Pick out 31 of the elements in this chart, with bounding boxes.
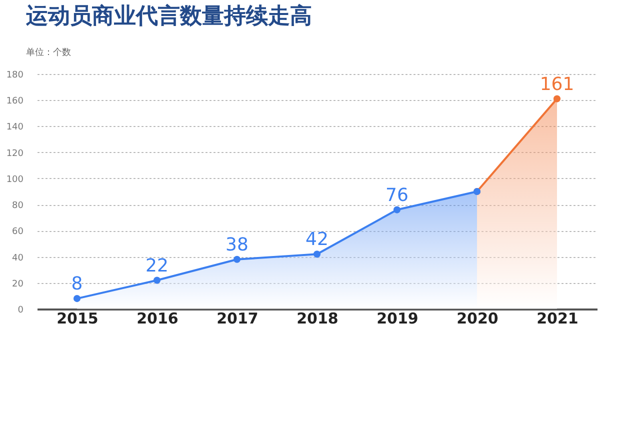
data-label: 22 bbox=[146, 255, 168, 276]
x-tick-label: 2018 bbox=[296, 310, 338, 328]
y-tick-label: 140 bbox=[6, 122, 24, 133]
x-tick-label: 2017 bbox=[216, 310, 258, 328]
x-tick-label: 2015 bbox=[56, 310, 98, 328]
y-tick-label: 160 bbox=[6, 96, 24, 107]
y-tick-label: 180 bbox=[6, 70, 24, 80]
y-tick-label: 40 bbox=[12, 253, 24, 264]
x-tick-label: 2021 bbox=[536, 310, 578, 328]
point bbox=[233, 256, 241, 263]
y-tick-label: 100 bbox=[6, 174, 24, 185]
x-tick-label: 2020 bbox=[456, 310, 498, 328]
point bbox=[153, 276, 161, 284]
chart-title: 运动员商业代言数量持续走高 bbox=[24, 3, 312, 29]
x-tick-label: 2019 bbox=[376, 310, 418, 328]
data-label: 42 bbox=[306, 229, 328, 250]
data-label: 8 bbox=[71, 274, 83, 295]
point bbox=[313, 250, 321, 258]
data-label: 38 bbox=[226, 234, 248, 256]
point bbox=[393, 206, 401, 214]
y-tick-label: 80 bbox=[12, 201, 24, 212]
y-axis-title: 单位：个数 bbox=[26, 47, 71, 58]
data-label: 76 bbox=[386, 184, 408, 206]
point bbox=[73, 295, 81, 302]
data-label: 161 bbox=[540, 74, 574, 95]
y-tick-label: 0 bbox=[18, 306, 24, 316]
y-tick-label: 20 bbox=[12, 279, 24, 290]
y-tick-label: 60 bbox=[12, 227, 24, 238]
x-tick-label: 2016 bbox=[136, 310, 178, 328]
y-tick-label: 120 bbox=[6, 148, 24, 159]
point bbox=[553, 95, 561, 102]
